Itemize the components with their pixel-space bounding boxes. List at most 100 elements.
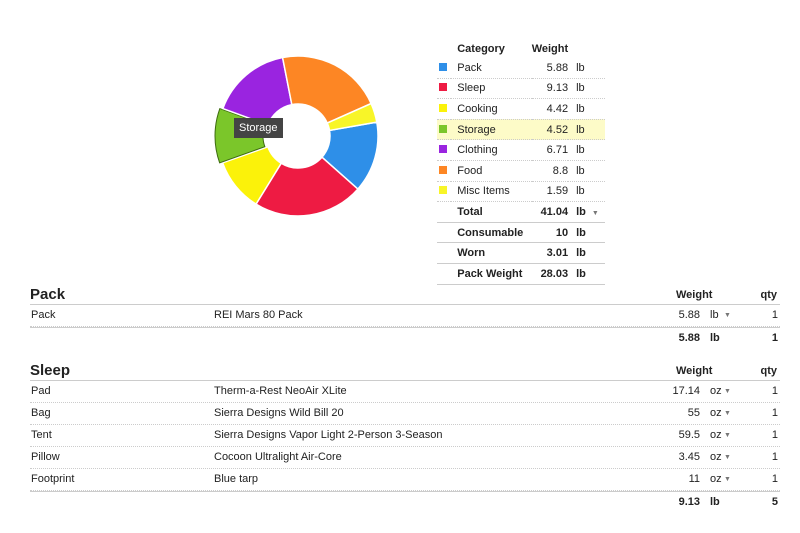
summary-weight: 3.01: [531, 242, 569, 264]
category-row-pack[interactable]: Pack 5.88 lb: [437, 58, 605, 79]
item-row[interactable]: Tent Sierra Designs Vapor Light 2-Person …: [30, 425, 780, 447]
summary-weight: 41.04: [531, 201, 569, 223]
item-description[interactable]: Blue tarp: [214, 473, 259, 485]
unit-dropdown-icon[interactable]: ▼: [724, 312, 731, 319]
category-name: Misc Items: [451, 181, 532, 203]
item-qty[interactable]: 1: [771, 385, 778, 397]
unit-dropdown-icon[interactable]: ▼: [724, 410, 731, 417]
item-qty[interactable]: 1: [771, 309, 778, 321]
item-unit[interactable]: oz: [710, 429, 722, 441]
donut-slice-misc-items[interactable]: [326, 102, 378, 132]
item-name[interactable]: Footprint: [31, 473, 75, 485]
category-weight: 8.8: [531, 160, 569, 182]
weight-header: Weight: [531, 43, 569, 55]
item-name[interactable]: Bag: [31, 407, 51, 419]
item-unit[interactable]: oz: [710, 473, 722, 485]
category-unit: lb: [568, 58, 605, 79]
category-name: Sleep: [451, 78, 532, 100]
category-row-misc-items[interactable]: Misc Items 1.59 lb: [437, 181, 605, 203]
category-unit: lb: [568, 160, 605, 182]
color-swatch: [439, 124, 447, 133]
item-description[interactable]: Sierra Designs Vapor Light 2-Person 3-Se…: [214, 429, 443, 441]
item-weight[interactable]: 59.5: [678, 429, 700, 441]
item-description[interactable]: Sierra Designs Wild Bill 20: [214, 407, 344, 419]
item-weight[interactable]: 11: [688, 473, 700, 485]
item-unit[interactable]: oz: [710, 385, 722, 397]
donut-slice-food[interactable]: [281, 55, 373, 125]
item-unit[interactable]: oz: [710, 407, 722, 419]
item-weight[interactable]: 17.14: [672, 385, 700, 397]
qty-column-header: qty: [760, 365, 778, 377]
item-weight[interactable]: 3.45: [678, 451, 700, 463]
summary-label: Total: [451, 201, 532, 223]
category-unit: lb: [568, 139, 605, 161]
section-total-unit: lb: [710, 496, 720, 508]
section-total-weight: 5.88: [678, 332, 700, 344]
section-total-weight: 9.13: [678, 496, 700, 508]
category-row-food[interactable]: Food 8.8 lb: [437, 160, 605, 182]
category-weight: 9.13: [531, 78, 569, 100]
item-weight[interactable]: 55: [687, 407, 700, 419]
category-row-cooking[interactable]: Cooking 4.42 lb: [437, 98, 605, 120]
category-weight-table: Category Weight Pack 5.88 lb Sleep 9.13 lb Coo…: [437, 40, 605, 285]
category-name: Clothing: [451, 139, 532, 161]
category-row-clothing[interactable]: Clothing 6.71 lb: [437, 139, 605, 161]
weight-column-header: Weight: [676, 289, 713, 301]
unit-dropdown-icon[interactable]: ▼: [724, 432, 731, 439]
item-row[interactable]: Pad Therm-a-Rest NeoAir XLite 17.14 oz ▼ 1: [30, 381, 780, 403]
item-row[interactable]: Bag Sierra Designs Wild Bill 20 55 oz ▼ 1: [30, 403, 780, 425]
section-sleep: Sleep Weight qty Pad Therm-a-Rest NeoAir XLi…: [30, 360, 780, 512]
unit-dropdown-icon[interactable]: ▼: [724, 388, 731, 395]
summary-unit: lb: [576, 247, 586, 260]
category-unit: lb: [568, 98, 605, 120]
summary-row-worn: Worn 3.01 lb: [437, 242, 605, 264]
item-unit[interactable]: oz: [710, 451, 722, 463]
unit-dropdown-icon[interactable]: ▼: [591, 209, 599, 217]
item-name[interactable]: Pillow: [31, 451, 60, 463]
category-unit: lb: [568, 119, 605, 141]
color-swatch: [439, 62, 447, 71]
chart-tooltip: Storage: [234, 118, 283, 138]
unit-dropdown-icon[interactable]: ▼: [724, 476, 731, 483]
section-title: Sleep: [30, 362, 71, 379]
category-unit: lb: [568, 78, 605, 100]
item-row[interactable]: Pack REI Mars 80 Pack 5.88 lb ▼ 1: [30, 305, 780, 327]
category-unit: lb: [568, 181, 605, 203]
summary-unit: lb: [576, 226, 586, 239]
unit-dropdown-icon[interactable]: ▼: [724, 454, 731, 461]
item-row[interactable]: Pillow Cocoon Ultralight Air-Core 3.45 oz ▼ 1: [30, 447, 780, 469]
category-weight: 4.42: [531, 98, 569, 120]
summary-label: Worn: [451, 242, 532, 264]
item-qty[interactable]: 1: [771, 473, 778, 485]
summary-weight: 10: [531, 222, 569, 244]
item-qty[interactable]: 1: [771, 429, 778, 441]
category-weight: 4.52: [531, 119, 569, 141]
donut-slice-sleep[interactable]: [255, 156, 359, 217]
section-pack: Pack Weight qty Pack REI Mars 80 Pack 5.88 lb ▼…: [30, 284, 780, 348]
item-description[interactable]: Therm-a-Rest NeoAir XLite: [214, 385, 347, 397]
color-swatch: [439, 83, 447, 92]
item-qty[interactable]: 1: [771, 451, 778, 463]
summary-row-total: Total 41.04 lb ▼: [437, 201, 605, 223]
item-name[interactable]: Pack: [31, 309, 56, 321]
item-name[interactable]: Tent: [31, 429, 52, 441]
donut-slice-clothing[interactable]: [221, 56, 293, 126]
category-weight: 1.59: [531, 181, 569, 203]
item-unit[interactable]: lb: [710, 309, 719, 321]
category-row-storage[interactable]: Storage 4.52 lb: [437, 119, 605, 141]
donut-slice-cooking[interactable]: [221, 145, 283, 206]
item-weight[interactable]: 5.88: [678, 309, 700, 321]
summary-unit: lb: [576, 267, 586, 280]
section-total-row: 9.13 lb 5: [30, 491, 780, 512]
summary-row-consumable: Consumable 10 lb: [437, 222, 605, 244]
category-name: Food: [451, 160, 532, 182]
summary-unit: lb: [576, 205, 586, 218]
item-name[interactable]: Pad: [31, 385, 51, 397]
item-description[interactable]: REI Mars 80 Pack: [214, 309, 303, 321]
item-row[interactable]: Footprint Blue tarp 11 oz ▼ 1: [30, 469, 780, 491]
category-row-sleep[interactable]: Sleep 9.13 lb: [437, 78, 605, 100]
category-weight: 6.71: [531, 139, 569, 161]
qty-column-header: qty: [760, 289, 778, 301]
item-description[interactable]: Cocoon Ultralight Air-Core: [214, 451, 342, 463]
item-qty[interactable]: 1: [771, 407, 778, 419]
